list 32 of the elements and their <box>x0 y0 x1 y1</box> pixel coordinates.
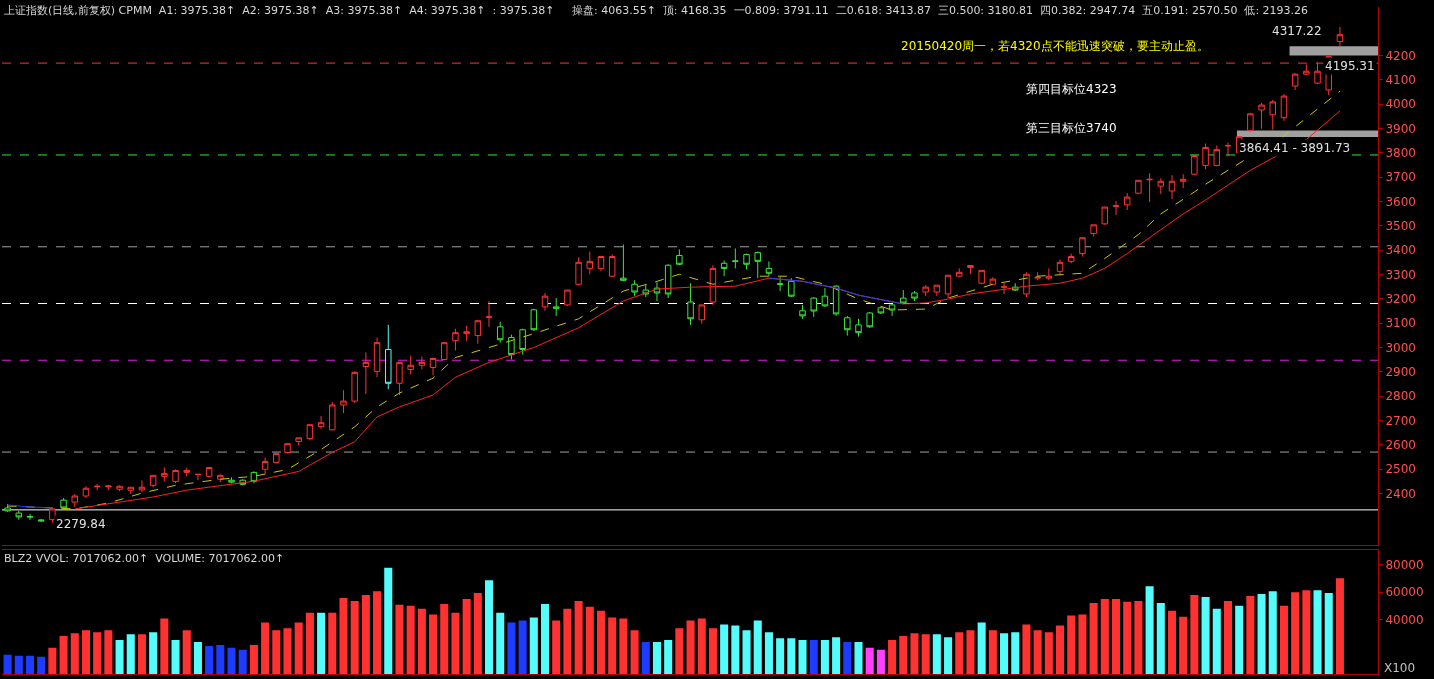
y-tick-label: 3400 <box>1385 243 1416 258</box>
y-tick-label: 2500 <box>1385 462 1416 477</box>
annotation: 4317.22 <box>1272 24 1322 38</box>
y-tick-label: 40000 <box>1385 612 1424 627</box>
y-tick-label: 3500 <box>1385 219 1416 233</box>
y-tick-label: 3700 <box>1385 170 1416 185</box>
y-tick-label: 3800 <box>1385 145 1416 160</box>
y-tick-label: 80000 <box>1385 557 1424 572</box>
y-tick-label: 2700 <box>1385 413 1416 428</box>
annotation: 2279.84 <box>56 517 106 531</box>
chart-title: BLZ2 VVOL: 7017062.00↑ VOLUME: 7017062.00↑ <box>4 552 285 565</box>
y-tick-label: 60000 <box>1385 585 1424 600</box>
annotation: 4195.31 <box>1325 59 1375 73</box>
y-tick-label: 2900 <box>1385 365 1416 380</box>
y-tick-label: 4100 <box>1385 72 1416 87</box>
chart-title: 上证指数(日线,前复权) CPMM A1: 3975.38↑ A2: 3975.38↑ A3: 3975.38↑ A4: 3975.38↑ : 3975.38↑ 操盘: 4063.55↑ 顶: 4168.35 一0.809: 3791.11 二0.618: 3413.87 三0.500: 3180.81 四0.382: 2947.74 五0.191: 2570.50 低: 2193.26 <box>4 4 1309 17</box>
annotation: 20150420周一，若4320点不能迅速突破，要主动止盈。 <box>901 39 1209 53</box>
band-label: 3864.41 - 3891.73 <box>1239 141 1351 155</box>
y-tick-label: 2600 <box>1385 438 1416 453</box>
y-tick-label: 4200 <box>1385 48 1416 63</box>
y-tick-label: 2800 <box>1385 389 1416 404</box>
y-tick-label: 2400 <box>1385 486 1416 501</box>
y-tick-label: 3900 <box>1385 121 1416 136</box>
y-tick-label: 3100 <box>1385 316 1416 331</box>
text: X100 <box>1384 661 1416 675</box>
annotation: 第三目标位3740 <box>1026 121 1117 135</box>
y-tick-label: 3600 <box>1385 194 1416 209</box>
annotation: 第四目标位4323 <box>1026 82 1117 96</box>
y-tick-label: 3000 <box>1385 340 1416 355</box>
y-tick-label: 3200 <box>1385 292 1416 307</box>
y-tick-label: 4000 <box>1385 97 1416 112</box>
y-tick-label: 3300 <box>1385 267 1416 282</box>
